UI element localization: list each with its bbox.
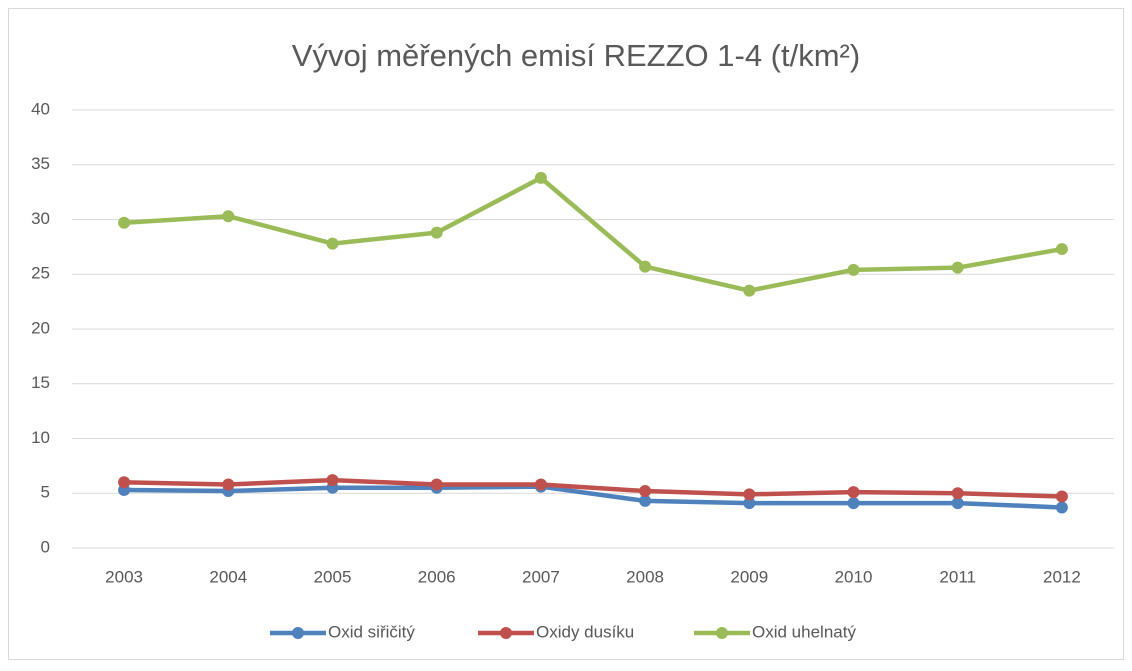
y-tick-label: 15 [31, 373, 50, 392]
series-line [124, 477, 1062, 499]
chart-title: Vývoj měřených emisí REZZO 1-4 (t/km²) [292, 38, 860, 73]
point [430, 478, 443, 491]
point [1055, 243, 1068, 256]
point [743, 488, 756, 501]
point [951, 261, 964, 274]
point [118, 476, 131, 489]
point [326, 237, 339, 250]
legend-marker [716, 627, 728, 639]
point [326, 474, 339, 487]
x-tick-label: 2007 [522, 567, 560, 586]
y-tick-label: 5 [41, 483, 50, 502]
series-line [124, 484, 1062, 510]
legend-label: Oxidy dusíku [536, 622, 634, 641]
y-tick-label: 30 [31, 209, 50, 228]
x-tick-label: 2011 [939, 567, 976, 586]
legend-marker [292, 627, 304, 639]
point [534, 171, 547, 184]
y-tick-label: 35 [31, 154, 50, 173]
series-line [123, 175, 1063, 293]
x-tick-label: 2003 [105, 567, 143, 586]
y-tick-label: 25 [31, 264, 50, 283]
point [639, 494, 652, 507]
point [743, 497, 756, 510]
point [743, 284, 756, 297]
point [951, 487, 964, 500]
point [847, 263, 860, 276]
y-tick-label: 20 [31, 318, 50, 337]
point [118, 216, 131, 229]
point [1055, 490, 1068, 503]
x-tick-label: 2005 [314, 567, 352, 586]
x-tick-label: 2008 [626, 567, 664, 586]
y-tick-label: 10 [31, 428, 50, 447]
x-tick-label: 2009 [730, 567, 768, 586]
point [430, 226, 443, 239]
point [951, 497, 964, 510]
point [847, 497, 860, 510]
y-tick-label: 40 [31, 99, 50, 118]
x-tick-label: 2006 [418, 567, 456, 586]
point [534, 478, 547, 491]
x-tick-label: 2012 [1043, 567, 1081, 586]
legend-marker [500, 627, 512, 639]
point [639, 260, 652, 273]
y-tick-label: 0 [41, 537, 50, 556]
legend-label: Oxid uhelnatý [752, 622, 856, 641]
point [847, 486, 860, 499]
chart-border [8, 8, 1124, 660]
legend-label: Oxid siřičitý [328, 622, 415, 641]
point [222, 478, 235, 491]
point [639, 485, 652, 498]
point [1055, 501, 1068, 514]
point [222, 210, 235, 223]
x-tick-label: 2010 [835, 567, 873, 586]
x-tick-label: 2004 [209, 567, 247, 586]
